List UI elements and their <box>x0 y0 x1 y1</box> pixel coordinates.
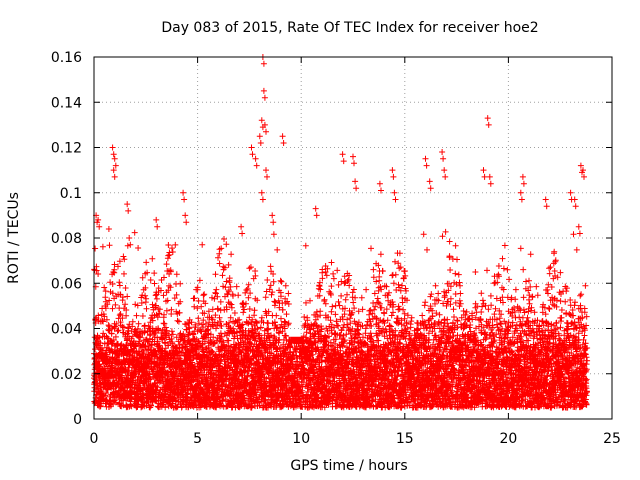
plot-frame <box>93 56 613 420</box>
x-tick-label: 0 <box>90 431 99 447</box>
x-axis-label: GPS time / hours <box>290 458 407 474</box>
y-tick-label: 0.08 <box>51 231 82 247</box>
x-tick-label: 5 <box>193 431 202 447</box>
chart-title: Day 083 of 2015, Rate Of TEC Index for r… <box>161 20 538 36</box>
y-tick-label: 0.12 <box>51 141 82 157</box>
data-points <box>91 54 591 411</box>
y-tick-label: 0.16 <box>51 50 82 66</box>
y-tick-label: 0.06 <box>51 276 82 292</box>
x-tick-label: 25 <box>603 431 621 447</box>
y-tick-label: 0.02 <box>51 367 82 383</box>
y-tick-label: 0.1 <box>60 186 82 202</box>
x-tick-label: 10 <box>292 431 310 447</box>
y-axis-label: ROTI / TECUs <box>6 192 22 284</box>
grid-lines <box>94 57 612 419</box>
y-tick-label: 0 <box>73 412 82 428</box>
y-tick-label: 0.14 <box>51 95 82 111</box>
x-tick-label: 15 <box>396 431 414 447</box>
roti-series-points <box>91 54 591 411</box>
y-tick-label: 0.04 <box>51 322 82 338</box>
x-tick-label: 20 <box>499 431 517 447</box>
